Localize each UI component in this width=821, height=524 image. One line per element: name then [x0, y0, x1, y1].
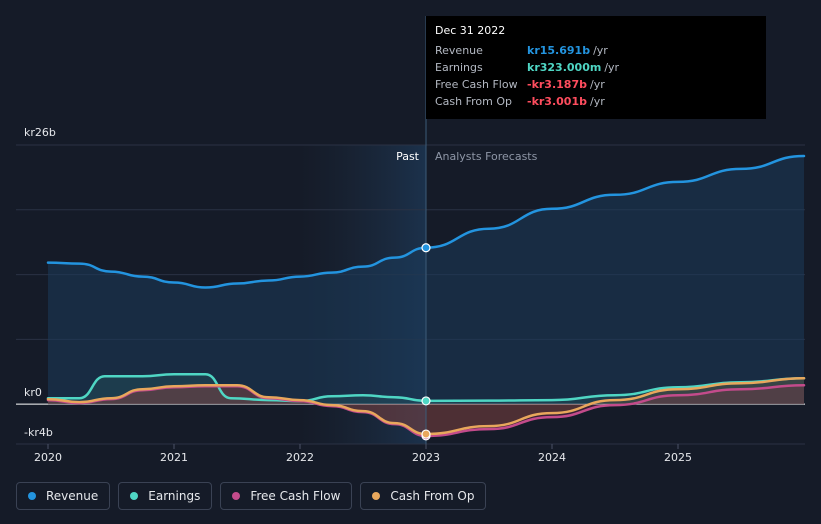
- chart-area: kr26b kr0 -kr4b Past Analysts Forecasts …: [16, 16, 806, 464]
- tooltip-row-label: Earnings: [435, 61, 483, 74]
- series-lines: [46, 154, 806, 438]
- x-tick-label: 2022: [286, 451, 314, 464]
- forecast-label: Analysts Forecasts: [435, 150, 538, 163]
- legend-label: Free Cash Flow: [250, 489, 341, 503]
- legend-dot-icon: [232, 492, 241, 500]
- tooltip-row: Free Cash Flow -kr3.187b/yr: [435, 76, 757, 93]
- legend-dot-icon: [372, 492, 381, 500]
- revenue-highlight-point: [421, 243, 431, 253]
- y-axis-top-label: kr26b: [24, 126, 56, 139]
- tooltip-row-value: kr15.691b: [527, 44, 591, 57]
- tooltip-row: Revenue kr15.691b/yr: [435, 42, 757, 59]
- tooltip-row-value: -kr3.001b: [527, 95, 587, 108]
- tooltip-row-unit: /yr: [604, 61, 620, 74]
- tooltip-row: Earnings kr323.000m/yr: [435, 59, 757, 76]
- tooltip-row-value: kr323.000m: [527, 61, 602, 74]
- legend-dot-icon: [28, 492, 36, 500]
- cash-from-op-highlight-point: [421, 429, 431, 439]
- tooltip-row-label: Free Cash Flow: [435, 78, 518, 91]
- x-tick-label: 2024: [538, 451, 566, 464]
- cash-from-op-line: [46, 376, 806, 436]
- tooltip-row-unit: /yr: [589, 95, 605, 108]
- x-tick-label: 2020: [34, 451, 62, 464]
- tooltip-row-label: Revenue: [435, 44, 483, 57]
- legend-item-free-cash-flow[interactable]: Free Cash Flow: [220, 482, 353, 510]
- legend-label: Revenue: [46, 489, 99, 503]
- tooltip-row-label: Cash From Op: [435, 95, 513, 108]
- tooltip-row-value: -kr3.187b: [527, 78, 587, 91]
- tooltip: Dec 31 2022 Revenue kr15.691b/yr Earnings k…: [426, 16, 766, 119]
- y-axis-zero-label: kr0: [24, 386, 42, 399]
- earnings-highlight-point: [421, 396, 431, 406]
- revenue-line: [46, 154, 806, 289]
- x-tick-label: 2025: [664, 451, 692, 464]
- earnings-line: [46, 372, 806, 403]
- x-axis-ticks: 2020 2021 2022 2023 2024 2025: [34, 444, 692, 464]
- x-tick-label: 2021: [160, 451, 188, 464]
- highlight-markers: [421, 243, 431, 441]
- tooltip-row: Cash From Op -kr3.001b/yr: [435, 93, 757, 110]
- tooltip-row-unit: /yr: [593, 44, 608, 57]
- x-tick-label: 2023: [412, 451, 440, 464]
- legend-item-revenue[interactable]: Revenue: [16, 482, 111, 510]
- legend-label: Cash From Op: [390, 489, 475, 503]
- earnings-area: [48, 374, 804, 405]
- past-label: Past: [396, 150, 420, 163]
- legend-item-earnings[interactable]: Earnings: [118, 482, 213, 510]
- legend-label: Earnings: [148, 489, 201, 503]
- tooltip-date: Dec 31 2022: [435, 24, 506, 37]
- tooltip-row-unit: /yr: [589, 78, 605, 91]
- y-axis-bottom-label: -kr4b: [24, 426, 53, 439]
- legend: Revenue Earnings Free Cash Flow Cash From O…: [16, 482, 487, 512]
- legend-item-cash-from-op[interactable]: Cash From Op: [360, 482, 487, 510]
- legend-dot-icon: [130, 492, 139, 500]
